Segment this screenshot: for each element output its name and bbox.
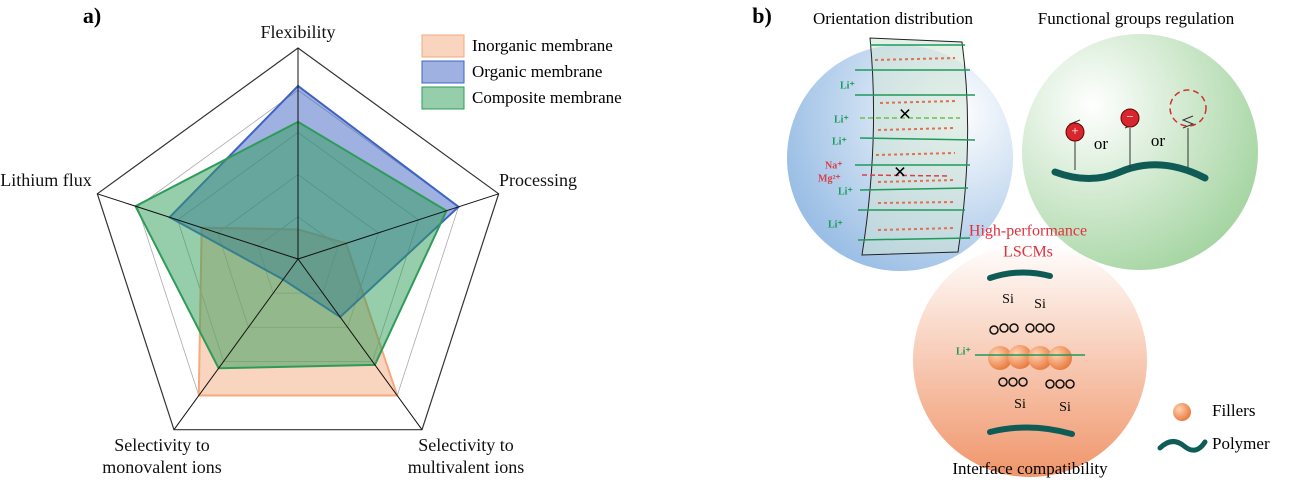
ion-label: Li⁺ — [840, 80, 855, 91]
si: Si — [1014, 397, 1026, 412]
ion-labels: Li⁺ Li⁺ Li⁺ Li⁺ Li⁺ Li⁺ — [828, 80, 971, 357]
axis-spoke — [297, 258, 423, 430]
or: or — [1094, 134, 1109, 153]
chains — [874, 57, 956, 231]
polymer — [987, 269, 1053, 281]
ion-arrows — [855, 44, 976, 241]
axis-label: Selectivity to monovalent ions — [102, 435, 222, 477]
ion-label: Mg²⁺ — [818, 173, 841, 184]
group — [1120, 108, 1140, 128]
spring — [1181, 115, 1195, 168]
axis-spoke — [173, 258, 299, 430]
si: Si — [1059, 400, 1071, 415]
si: Si — [1034, 297, 1046, 312]
axis-label: Flexibility — [260, 22, 336, 42]
legend-filler — [1173, 403, 1191, 421]
ion-label: Li⁺ — [828, 219, 843, 230]
cross: ✕ — [898, 107, 911, 124]
panel-label: a) — [83, 3, 101, 28]
axis-label: Selectivity to multivalent ions — [407, 435, 525, 477]
legend-label: Inorganic membrane — [472, 36, 613, 55]
radar — [96, 47, 500, 431]
grid-ring — [96, 47, 500, 431]
si-labels: Si Si Si Si — [1002, 292, 1071, 415]
group — [1065, 122, 1085, 142]
region-title: Functional groups regulation — [1038, 9, 1235, 28]
center-label: LSCMs — [1003, 244, 1053, 261]
center-label: High-performance — [969, 223, 1087, 240]
cross: ✕ — [893, 165, 906, 182]
axis-label: Processing — [499, 170, 577, 190]
ion-label: Li⁺ — [956, 346, 971, 357]
or: or — [1151, 131, 1166, 150]
legend-label: Organic membrane — [472, 62, 602, 81]
blocked-arrow — [861, 174, 951, 177]
axis-spoke — [297, 193, 499, 260]
ion-label: Li⁺ — [832, 136, 847, 147]
region-title: Interface compatibility — [952, 459, 1108, 478]
series-area — [134, 120, 448, 370]
legend: Inorganic membrane Organic membrane Compos… — [421, 34, 622, 110]
si: Si — [1002, 292, 1014, 307]
ion-label: Na⁺ — [825, 160, 843, 171]
region-title: Orientation distribution — [813, 9, 974, 28]
panel-label: b) — [752, 3, 772, 28]
ion-label: Li⁺ — [838, 186, 853, 197]
axis-label: Lithium flux — [0, 170, 92, 190]
legend-label: Fillers — [1212, 401, 1255, 420]
sign: + — [1071, 123, 1078, 138]
oxygen-rings — [989, 323, 1075, 389]
legend-polymer — [1157, 439, 1208, 453]
polymer — [987, 424, 1075, 437]
sign: − — [1126, 109, 1133, 124]
legend-label: Composite membrane — [472, 88, 622, 107]
legend-swatch — [421, 60, 465, 84]
ion-label: Li⁺ — [834, 114, 849, 125]
polymer — [1051, 161, 1209, 182]
axis-spoke — [97, 193, 299, 260]
legend-swatch — [421, 34, 465, 58]
legend-label: Polymer — [1212, 434, 1270, 453]
fillers — [988, 345, 1072, 370]
crown — [1169, 89, 1207, 127]
legend-swatch — [421, 86, 465, 110]
